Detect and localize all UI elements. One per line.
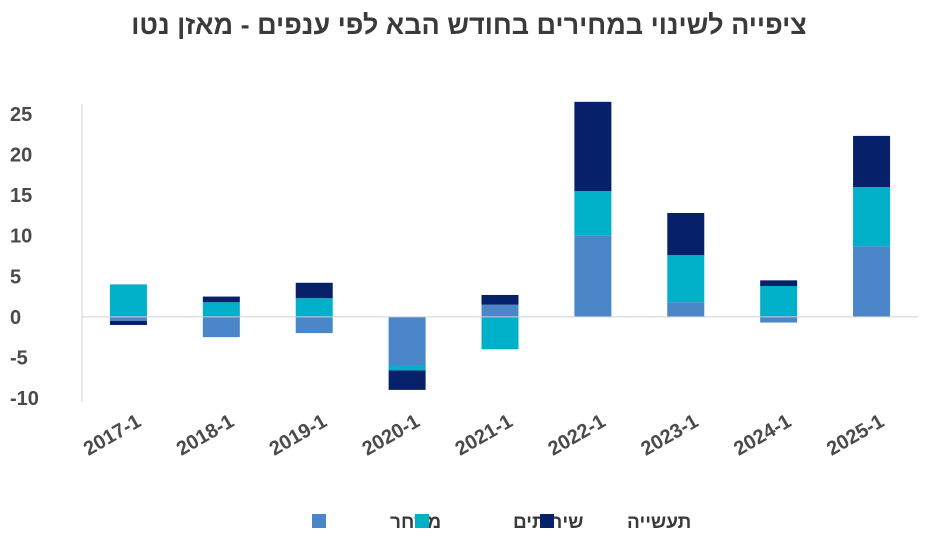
x-tick-label: 2025-1 [823, 410, 888, 460]
bar-segment [388, 370, 426, 390]
bar-segment [574, 191, 612, 236]
bar-segment [760, 286, 798, 317]
y-tick-label: 0 [10, 307, 21, 329]
chart-title: ציפייה לשינוי במחירים בחודש הבא לפי ענפי… [131, 10, 807, 40]
x-tick-label: 2022-1 [544, 410, 609, 460]
bar-segment [760, 280, 798, 287]
x-tick-label: 2018-1 [173, 410, 238, 460]
y-tick-label: -10 [10, 388, 39, 410]
bar-segment [202, 296, 240, 303]
y-tick-label: 25 [10, 104, 32, 126]
bar-segment [109, 320, 147, 325]
bar-segment [853, 246, 891, 317]
bar-segment [667, 302, 705, 317]
y-axis: -10 -5 0 5 10 15 20 25 [10, 104, 83, 410]
bar-segment [388, 365, 426, 371]
x-tick-label: 2023-1 [637, 410, 702, 460]
bar-segment [202, 316, 240, 338]
bar-segment [202, 302, 240, 317]
y-tick-label: 10 [10, 226, 32, 248]
legend-label: תעשייה [627, 512, 691, 533]
legend-swatch [415, 514, 429, 528]
y-tick-label: 20 [10, 145, 32, 167]
x-tick-label: 2024-1 [730, 410, 795, 460]
bar-segment [295, 316, 333, 334]
y-tick-label: 15 [10, 185, 32, 207]
bars [109, 101, 891, 390]
bar-segment [760, 316, 798, 323]
y-tick-label: 5 [10, 266, 21, 288]
bar-segment [667, 255, 705, 303]
bar-segment [853, 135, 891, 188]
bar-segment [481, 304, 519, 317]
bar-segment [667, 212, 705, 256]
bar-segment [481, 294, 519, 305]
bar-segment [574, 101, 612, 192]
x-tick-label: 2017-1 [80, 410, 145, 460]
x-tick-label: 2020-1 [359, 410, 424, 460]
bar-segment [109, 316, 147, 321]
bar-segment [295, 282, 333, 299]
bar-segment [388, 316, 426, 366]
bar-segment [481, 316, 519, 350]
y-tick-label: -5 [10, 347, 28, 369]
x-tick-label: 2019-1 [266, 410, 331, 460]
bar-segment [295, 298, 333, 317]
bar-segment [853, 187, 891, 247]
bar-segment [574, 235, 612, 317]
legend-swatch [312, 514, 326, 528]
legend: מסחרשירותיםתעשייה [312, 512, 691, 533]
x-tick-label: 2021-1 [452, 410, 517, 460]
bar-segment [109, 284, 147, 317]
legend-swatch [540, 514, 554, 528]
